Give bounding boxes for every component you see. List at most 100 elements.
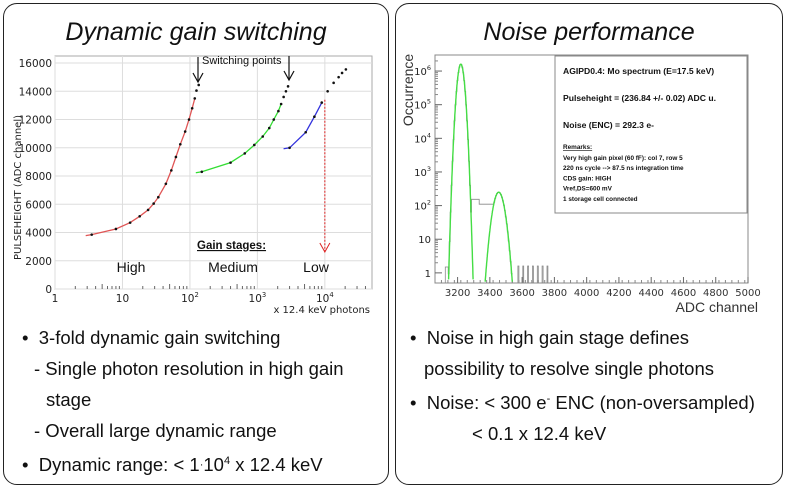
- legend-remark: Vref,DS=600 mV: [563, 186, 613, 193]
- y-tick-label: 105: [414, 98, 431, 112]
- data-point: [178, 142, 182, 146]
- legend-remark: Very high gain pixel (60 fF): col 7, row…: [563, 155, 683, 162]
- data-point: [164, 182, 168, 186]
- y-axis-label: PULSEHEIGHT (ADC channel): [13, 115, 24, 260]
- x-tick-label: 4000: [574, 288, 599, 299]
- y-tick-label: 0: [45, 284, 52, 296]
- high-label: High: [117, 259, 146, 275]
- x-tick-label: 3400: [477, 288, 502, 299]
- y-tick-label: 8000: [25, 171, 52, 183]
- data-point: [340, 71, 344, 75]
- data-point: [277, 109, 280, 113]
- bullet: - Overall large dynamic range: [34, 420, 277, 441]
- x-tick-label: 3600: [509, 288, 534, 299]
- y-tick-label: 14000: [19, 86, 52, 98]
- data-point: [195, 89, 198, 92]
- fit-curve-medium: [195, 103, 282, 174]
- data-point: [282, 95, 285, 99]
- x-tick-label: 4600: [671, 288, 696, 299]
- data-point: [193, 97, 197, 100]
- y-tick-label: 10: [418, 235, 431, 246]
- x-axis-label: x 12.4 keV photons: [273, 305, 370, 316]
- switching-points-label: Switching points: [202, 55, 282, 67]
- right-bullets: • Noise in high gain stage defines possi…: [410, 322, 755, 449]
- data-point: [272, 118, 276, 121]
- red-arrow-head: [319, 242, 331, 254]
- data-point: [183, 130, 187, 133]
- bullet: possibility to resolve single photons: [424, 358, 714, 379]
- data-point: [157, 195, 160, 199]
- data-point: [174, 155, 178, 159]
- x-tick-label: 10: [116, 293, 129, 305]
- low-label: Low: [303, 259, 330, 275]
- data-point: [170, 169, 173, 172]
- data-point: [190, 106, 194, 110]
- y-tick-label: 12000: [19, 115, 52, 127]
- plot-frame: [54, 55, 373, 290]
- bullet: stage: [46, 389, 92, 410]
- data-point: [279, 102, 283, 106]
- x-axis-label: ADC channel: [676, 299, 759, 315]
- x-tick-label: 104: [316, 291, 334, 305]
- y-tick-label: 1: [425, 269, 431, 280]
- data-point: [284, 90, 288, 93]
- data-point: [267, 126, 271, 130]
- x-tick-label: 4800: [703, 288, 728, 299]
- y-tick-label: 104: [414, 131, 431, 145]
- data-point: [286, 85, 290, 88]
- data-point: [90, 233, 94, 236]
- left-title: Dynamic gain switching: [65, 18, 327, 46]
- y-axis-label: Occurrence: [400, 54, 416, 127]
- data-point: [138, 214, 141, 218]
- data-point: [243, 152, 247, 155]
- x-tick-label: 5000: [735, 288, 760, 299]
- legend-noise: Noise (ENC) = 292.3 e-: [563, 120, 654, 130]
- medium-label: Medium: [208, 259, 258, 275]
- data-point: [146, 208, 150, 212]
- y-tick-label: 103: [414, 165, 431, 179]
- arrow-head: [192, 72, 204, 84]
- data-point: [229, 161, 232, 164]
- y-tick-label: 102: [414, 199, 431, 213]
- right-title: Noise performance: [483, 18, 695, 46]
- arrow-head: [283, 70, 295, 82]
- bullet: • Noise in high gain stage defines: [410, 327, 690, 348]
- data-point: [152, 202, 155, 205]
- data-point: [344, 68, 348, 71]
- x-tick-label: 4200: [606, 288, 631, 299]
- x-tick-label: 4400: [638, 288, 663, 299]
- legend-title: AGIPD0.4: Mo spectrum (E=17.5 keV): [563, 66, 714, 76]
- y-tick-label: 16000: [19, 58, 52, 70]
- x-tick-label: 1: [52, 293, 59, 305]
- data-point: [313, 115, 316, 119]
- legend-remark: 1 storage cell connected: [563, 196, 638, 203]
- data-point: [320, 101, 324, 104]
- bullet: - Single photon resolution in high gain: [34, 358, 344, 379]
- data-point: [197, 83, 201, 87]
- legend-remark: CDS gain: HIGH: [563, 175, 612, 182]
- data-point: [261, 135, 265, 138]
- legend-pulseheight: Pulseheight = (236.84 +/- 0.02) ADC u.: [563, 93, 716, 103]
- y-tick-label: 6000: [25, 199, 52, 211]
- x-tick-label: 102: [181, 291, 199, 305]
- gain-stages-label: Gain stages:: [197, 240, 266, 252]
- gaussian-fit: [484, 191, 513, 282]
- y-tick-label: 4000: [25, 228, 52, 240]
- bullet: < 0.1 x 12.4 keV: [472, 423, 607, 445]
- x-tick-label: 3800: [542, 288, 567, 299]
- y-tick-label: 2000: [25, 256, 52, 268]
- bullet: • Dynamic range: < 1·104 x 12.4 keV: [22, 454, 323, 476]
- data-point: [326, 90, 329, 93]
- x-tick-label: 103: [249, 291, 267, 305]
- data-point: [128, 221, 132, 224]
- x-tick-label: 3200: [445, 288, 470, 299]
- data-point: [200, 170, 204, 174]
- data-point: [288, 146, 291, 150]
- y-tick-label: 10000: [19, 143, 52, 155]
- data-point: [337, 75, 340, 79]
- y-tick-label: 106: [414, 64, 431, 78]
- data-point: [332, 81, 335, 85]
- left-bullets: • 3-fold dynamic gain switching - Single…: [22, 322, 344, 481]
- bullet: • 3-fold dynamic gain switching: [22, 327, 281, 348]
